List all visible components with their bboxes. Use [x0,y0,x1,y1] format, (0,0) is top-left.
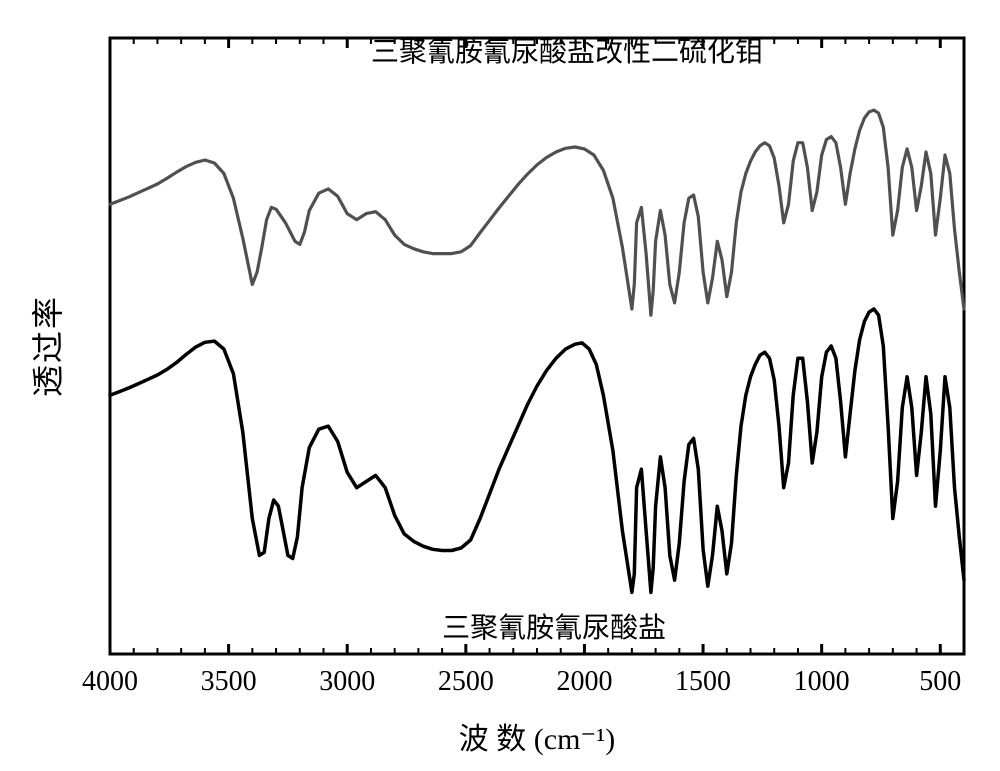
ftir-figure: 透过率 4000350030002500200015001000500 波 数 … [0,0,1000,771]
series-label-mos2: 三聚氰胺氰尿酸盐改性二硫化钼 [371,30,763,70]
x-major-ticks [110,38,940,654]
series-mca [110,309,964,592]
series-group [110,110,964,592]
x-tick-label: 1500 [675,666,731,698]
plot-svg [0,0,1000,771]
x-tick-label: 3500 [201,666,257,698]
x-minor-ticks [134,38,964,654]
x-tick-label: 2000 [556,666,612,698]
x-tick-label: 1000 [794,666,850,698]
series-label-mca: 三聚氰胺氰尿酸盐 [442,606,666,646]
x-axis-title: 波 数 (cm⁻¹) [459,714,615,758]
x-tick-label: 3000 [319,666,375,698]
axis-frame [110,38,964,654]
plot-frame-rect [110,38,964,654]
x-tick-label: 2500 [438,666,494,698]
x-tick-label: 4000 [82,666,138,698]
series-mos2 [110,110,964,315]
x-tick-label: 500 [919,666,961,698]
